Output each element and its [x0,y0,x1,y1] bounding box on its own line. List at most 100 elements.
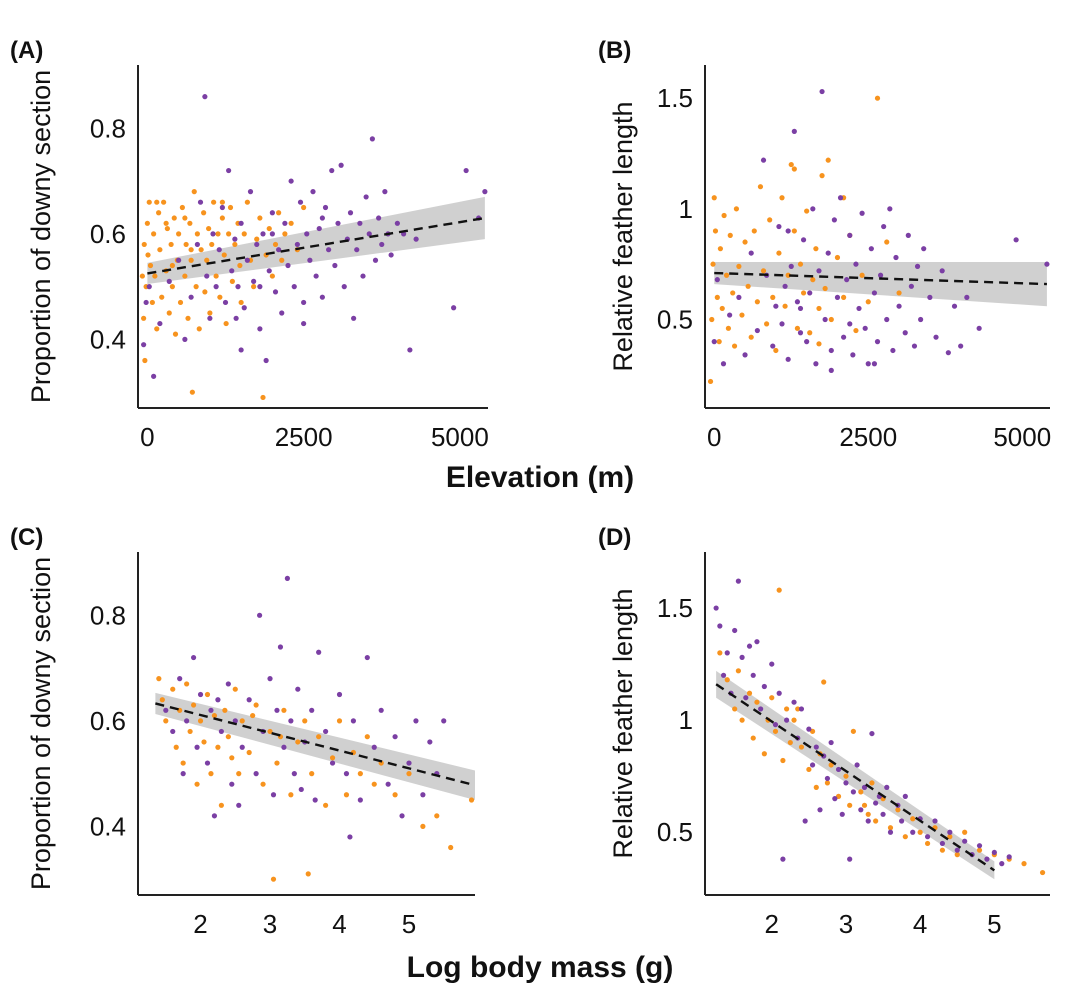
scatter-point-orange [895,807,901,813]
scatter-point-purple [828,347,834,354]
scatter-point-orange [806,766,812,773]
scatter-point-purple [263,357,269,364]
scatter-point-purple [371,744,377,750]
scatter-point-purple [291,284,297,290]
scatter-point-purple [257,326,263,332]
scatter-point-orange [166,310,172,316]
scatter-point-purple [288,178,294,184]
scatter-point-orange [847,802,853,808]
scatter-point-orange [219,199,225,205]
scatter-point-orange [184,681,190,687]
scatter-point-orange [754,699,760,705]
scatter-point-purple [208,707,214,713]
scatter-point-orange [336,718,343,724]
scatter-point-orange [222,707,228,713]
scatter-point-orange [873,818,879,824]
scatter-point-orange [717,650,723,656]
scatter-point-purple [839,811,845,817]
scatter-point-orange [208,771,214,777]
scatter-point-purple [893,254,899,261]
scatter-point-purple [269,231,275,237]
scatter-point-orange [236,771,242,777]
scatter-point-orange [221,252,227,258]
scatter-point-purple [754,327,760,334]
x-tick-label: 3 [839,909,853,939]
scatter-point-orange [151,231,157,237]
scatter-point-purple [724,650,730,656]
scatter-point-orange [1039,869,1046,876]
trend-line [715,683,996,872]
scatter-point-purple [865,818,871,824]
scatter-point-orange [269,273,275,279]
scatter-point-orange [865,299,871,305]
scatter-point-purple [190,654,197,661]
scatter-point-purple [329,760,336,766]
scatter-point-orange [139,273,145,279]
scatter-point-purple [711,339,717,345]
scatter-point-orange [251,284,257,290]
scatter-point-orange [272,241,279,248]
scatter-point-purple [785,356,791,362]
scatter-point-purple [180,771,186,777]
scatter-point-purple [918,316,924,323]
scatter-point-purple [229,268,235,274]
scatter-point-orange [270,876,277,882]
scatter-point-orange [865,811,871,817]
scatter-point-orange [834,254,841,261]
scatter-point-purple [382,189,388,195]
scatter-point-orange [371,781,377,787]
scatter-point-purple [884,316,890,323]
scatter-point-purple [782,283,788,289]
scatter-point-orange [725,325,732,331]
scatter-point-orange [797,261,804,267]
scatter-point-orange [152,273,158,279]
scatter-point-orange [434,813,440,819]
scatter-point-purple [896,303,902,309]
scatter-point-purple [921,246,927,252]
scatter-point-purple [176,257,182,263]
scatter-point-purple [239,744,245,750]
scatter-point-orange [206,225,212,232]
scatter-point-orange [824,780,831,786]
scatter-point-purple [760,157,767,163]
scatter-point-orange [198,247,204,253]
scatter-point-orange [187,220,193,226]
scatter-point-purple [720,672,727,678]
scatter-point-orange [232,686,238,692]
scatter-point-orange [828,316,834,323]
scatter-point-purple [297,199,304,205]
scatter-point-purple [276,247,282,253]
scatter-point-orange [767,217,773,223]
scatter-point-purple [802,818,808,824]
scatter-point-purple [714,277,720,283]
scatter-point-purple [222,299,229,306]
scatter-point-purple [413,236,419,242]
scatter-point-orange [169,262,175,269]
scatter-point-purple [862,325,868,331]
scatter-point-purple [933,334,939,340]
scatter-point-purple [813,361,819,367]
scatter-point-purple [910,829,916,835]
scatter-point-purple [902,793,908,799]
scatter-point-purple [785,228,791,234]
scatter-point-purple [884,784,890,790]
scatter-point-orange [202,289,208,295]
scatter-point-orange [223,320,229,327]
scatter-point-orange [719,305,725,312]
scatter-point-purple [247,189,254,195]
scatter-point-purple [853,261,859,267]
scatter-point-orange [190,702,197,708]
scatter-point-purple [282,220,288,226]
scatter-point-purple [184,718,190,724]
x-tick-label: 2500 [275,422,333,452]
scatter-point-purple [947,829,953,835]
panel-a: (A) Proportion of downy section 0 2500 5000 0… [10,37,489,452]
scatter-point-purple [743,695,749,701]
scatter-point-orange [172,331,179,337]
scatter-point-purple [272,289,279,295]
scatter-point-orange [146,199,152,205]
scatter-point-purple [1006,854,1012,860]
scatter-point-orange [392,792,398,798]
scatter-point-purple [420,792,426,798]
scatter-point-purple [984,856,990,862]
